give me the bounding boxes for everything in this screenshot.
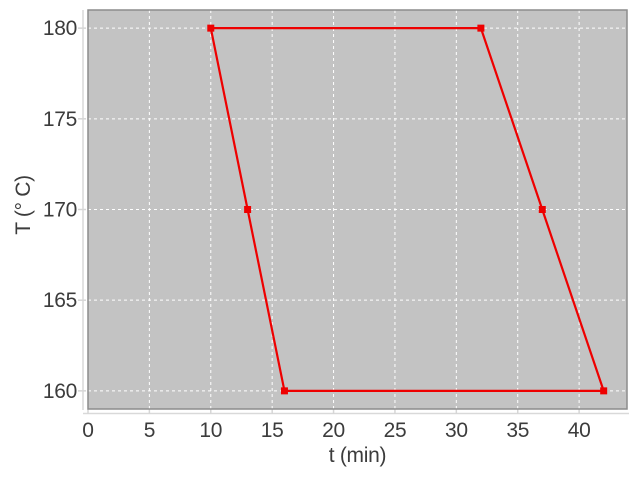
x-tick-label: 35 — [506, 419, 529, 442]
x-axis-label: t (min) — [328, 444, 387, 467]
data-point-marker — [477, 24, 485, 32]
x-tick-label: 15 — [261, 419, 284, 442]
y-tick-label: 180 — [43, 17, 77, 40]
x-tick-label: 25 — [384, 419, 407, 442]
y-tick-label: 175 — [43, 108, 77, 131]
y-tick-label: 160 — [43, 380, 77, 403]
data-point-marker — [207, 24, 215, 32]
x-tick-label: 0 — [82, 419, 93, 442]
x-tick-label: 5 — [144, 419, 155, 442]
x-tick-label: 40 — [568, 419, 591, 442]
plot-area-background — [88, 10, 627, 409]
y-axis-label: T (° C) — [12, 175, 35, 235]
y-tick-label: 165 — [43, 289, 77, 312]
plot-area-border — [87, 9, 628, 410]
data-point-marker — [244, 206, 252, 213]
x-tick-label: 20 — [322, 419, 345, 442]
x-tick-label: 30 — [445, 419, 468, 442]
data-point-marker — [280, 387, 288, 395]
data-point-marker — [600, 387, 608, 395]
y-tick-label: 170 — [43, 199, 77, 222]
data-point-marker — [538, 206, 546, 213]
x-tick-label: 10 — [199, 419, 222, 442]
